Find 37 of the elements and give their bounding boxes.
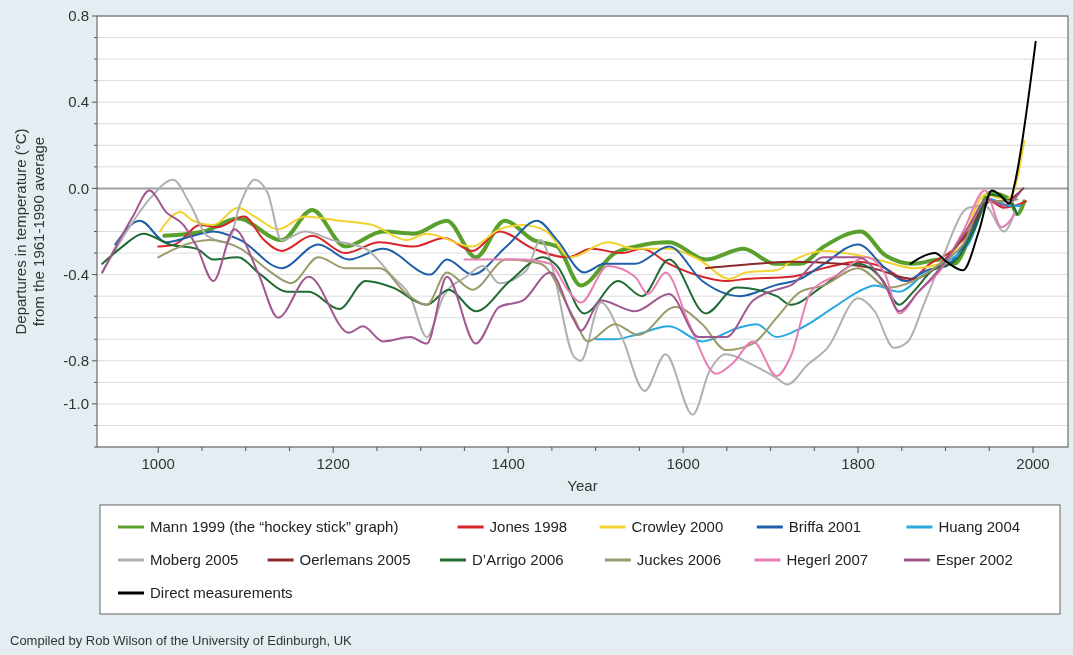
- line-series: [157, 198, 1019, 352]
- x-axis-title: Year: [567, 477, 598, 494]
- legend-label: D’Arrigo 2006: [472, 551, 564, 569]
- line-series: [909, 40, 1037, 272]
- x-tick-label: 1000: [141, 455, 175, 472]
- legend-label: Jones 1998: [489, 518, 568, 536]
- line-series: [463, 189, 1016, 377]
- legend-label: Huang 2004: [938, 518, 1021, 536]
- legend-label: Hegerl 2007: [786, 551, 869, 569]
- line-series: [101, 178, 1016, 416]
- legend-label: Mann 1999 (the “hockey stick” graph): [150, 518, 399, 536]
- line-series: [157, 200, 1028, 283]
- line-series: [101, 193, 1019, 315]
- line-series: [594, 198, 1021, 343]
- y-tick-label: -0.4: [63, 265, 89, 283]
- text: Compiled by Rob Wilson of the University of Edinburgh, UK: [10, 633, 353, 648]
- y-tick-label: 0.4: [68, 93, 89, 111]
- y-tick-label: 0.0: [68, 179, 89, 197]
- legend-label: Briffa 2001: [788, 518, 862, 536]
- legend-label: Juckes 2006: [636, 551, 722, 569]
- legend-label: Crowley 2000: [631, 518, 724, 536]
- line-series: [704, 187, 1025, 280]
- line-series: [101, 189, 1021, 345]
- x-tick-label: 2000: [1016, 455, 1050, 472]
- x-tick-label: 1400: [491, 455, 525, 472]
- x-tick-label: 1200: [316, 455, 350, 472]
- line-series: [158, 139, 1026, 280]
- y-axis-title: Departures in temperature (°C) from the 1961-1990 average: [12, 128, 47, 335]
- legend-label: Esper 2002: [936, 551, 1013, 569]
- legend-label: Moberg 2005: [150, 551, 239, 569]
- y-tick-label: -0.8: [63, 352, 89, 370]
- y-tick-label: -1.0: [63, 395, 89, 413]
- legend-label: Direct measurements: [150, 584, 293, 602]
- legend-label: Oerlemans 2005: [299, 551, 411, 569]
- y-tick-label: 0.8: [68, 7, 89, 25]
- x-tick-label: 1600: [666, 455, 700, 472]
- x-tick-label: 1800: [841, 455, 875, 472]
